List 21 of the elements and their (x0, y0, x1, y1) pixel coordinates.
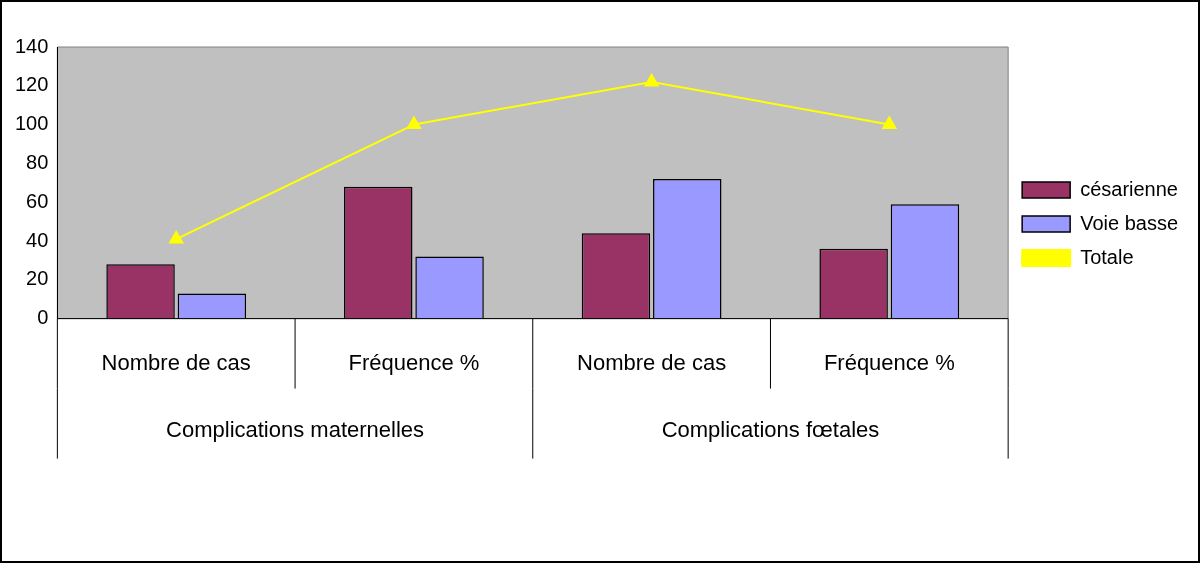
x-tick-label: Nombre de cas (577, 349, 727, 375)
y-tick-label: 20 (26, 267, 49, 290)
legend-label: Voie basse (1080, 211, 1179, 234)
y-tick-label: 120 (14, 73, 49, 96)
y-tick-label: 140 (14, 34, 49, 57)
x-tick-label: Fréquence % (348, 349, 480, 375)
y-tick-label: 0 (37, 306, 49, 329)
x-tick-label: Fréquence % (823, 349, 955, 375)
x-tick-label: Nombre de cas (101, 349, 251, 375)
y-tick-label: 80 (26, 150, 49, 173)
text: Complications fœtales (661, 416, 880, 442)
legend-label: Totale (1080, 245, 1134, 268)
y-tick-label: 100 (14, 112, 49, 135)
y-tick-label: 60 (26, 189, 49, 212)
legend-label: césarienne (1080, 177, 1178, 200)
point (169, 231, 184, 244)
point (406, 116, 421, 130)
text: Complications maternelles (166, 416, 425, 442)
point (882, 116, 897, 130)
y-tick-label: 40 (26, 228, 49, 251)
point (644, 73, 659, 87)
